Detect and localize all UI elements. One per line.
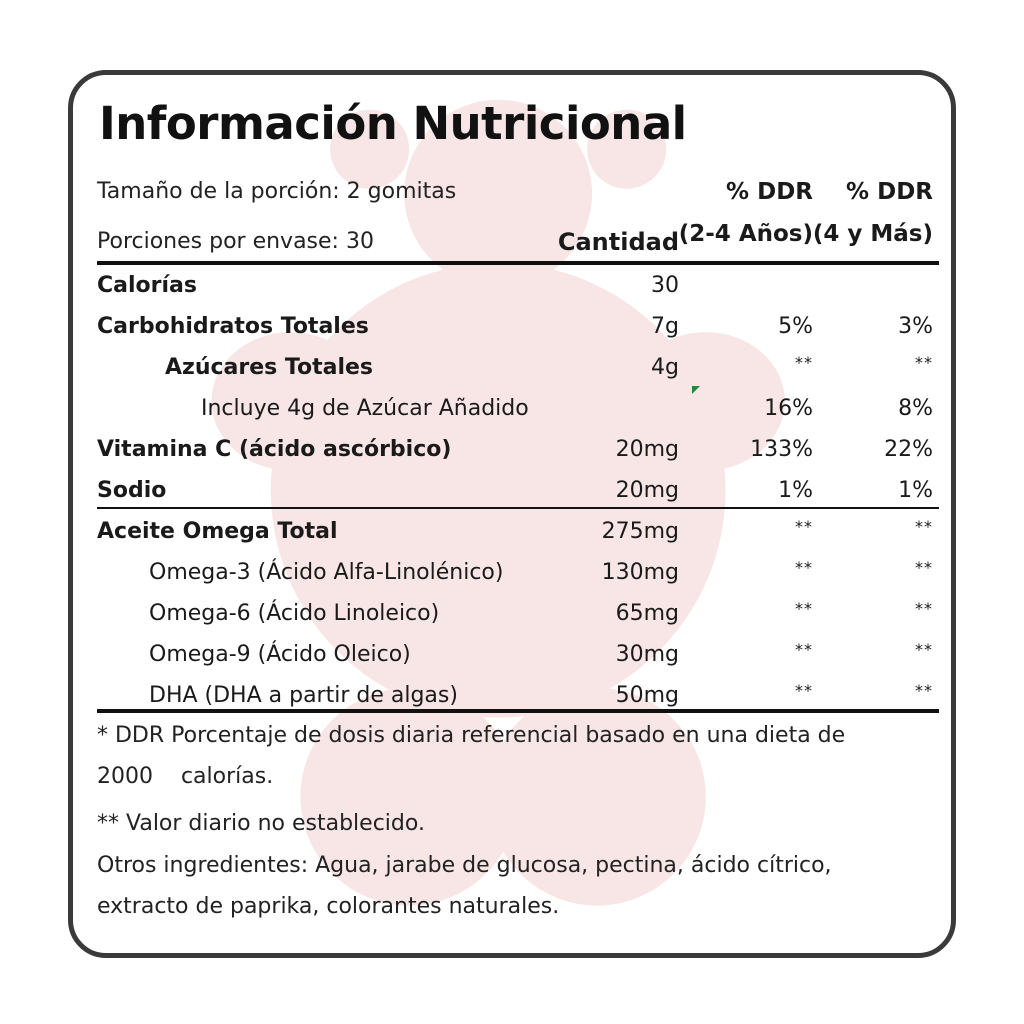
page-title: Información Nutricional	[99, 97, 687, 150]
ddr-adult-value: **	[915, 517, 933, 536]
ddr-adult-header-line2: (4 y Más)	[812, 221, 933, 247]
nutrient-amount: 20mg	[615, 478, 679, 503]
nutrient-name: Azúcares Totales	[165, 355, 374, 380]
nutrient-name: Vitamina C (ácido ascórbico)	[97, 437, 452, 462]
ddr-adult-value: **	[915, 558, 933, 577]
table-row: Aceite Omega Total 275mg ** **	[73, 513, 951, 553]
amount-column-header: Cantidad	[557, 228, 679, 256]
nutrient-name: Aceite Omega Total	[97, 519, 338, 544]
nutrient-amount: 30	[651, 273, 679, 298]
ddr-adult-column-header: % DDR (4 y Más)	[813, 171, 933, 255]
nutrition-facts-panel: Información Nutricional Tamaño de la por…	[68, 70, 956, 958]
serving-size: Tamaño de la porción: 2 gomitas	[97, 179, 457, 204]
ddr-adult-value: 22%	[884, 437, 933, 462]
not-established-footnote: ** Valor diario no establecido.	[97, 811, 425, 836]
table-row: Calorías 30	[73, 267, 951, 307]
ddr-kids-value: **	[795, 681, 813, 700]
ingredients-line2: extracto de paprika, colorantes naturale…	[97, 894, 560, 919]
table-row: Carbohidratos Totales 7g 5% 3%	[73, 308, 951, 348]
nutrient-amount: 7g	[651, 314, 679, 339]
ddr-adult-header-line1: % DDR	[846, 179, 933, 205]
ddr-adult-value: 1%	[898, 478, 933, 503]
nutrient-name: Omega-6 (Ácido Linoleico)	[149, 601, 440, 626]
ddr-adult-value: **	[915, 353, 933, 372]
ddr-kids-value: **	[795, 517, 813, 536]
nutrient-name: Carbohidratos Totales	[97, 314, 369, 339]
table-row: Sodio 20mg 1% 1%	[73, 472, 951, 512]
ddr-kids-value: **	[795, 640, 813, 659]
nutrient-name: DHA (DHA a partir de algas)	[149, 683, 458, 708]
table-row: Vitamina C (ácido ascórbico) 20mg 133% 2…	[73, 431, 951, 471]
nutrient-name: Sodio	[97, 478, 167, 503]
nutrient-amount: 130mg	[601, 560, 679, 585]
nutrient-amount: 20mg	[615, 437, 679, 462]
header-divider	[97, 261, 939, 265]
servings-per-container: Porciones por envase: 30	[97, 229, 374, 254]
ddr-kids-value: **	[795, 353, 813, 372]
nutrient-name: Incluye 4g de Azúcar Añadido	[201, 396, 529, 421]
ddr-adult-value: 3%	[898, 314, 933, 339]
table-row: Incluye 4g de Azúcar Añadido 16% 8%	[73, 390, 951, 430]
table-row: Omega-9 (Ácido Oleico) 30mg ** **	[73, 636, 951, 676]
table-row: Azúcares Totales 4g ** **	[73, 349, 951, 389]
footer-divider	[97, 709, 939, 713]
table-row: DHA (DHA a partir de algas) 50mg ** **	[73, 677, 951, 717]
ddr-kids-value: **	[795, 558, 813, 577]
ddr-kids-value: 1%	[778, 478, 813, 503]
ddr-kids-header-line1: % DDR	[726, 179, 813, 205]
ddr-adult-value: **	[915, 640, 933, 659]
nutrient-name: Omega-3 (Ácido Alfa-Linolénico)	[149, 560, 504, 585]
ddr-kids-value: 133%	[750, 437, 813, 462]
nutrient-amount: 30mg	[615, 642, 679, 667]
section-divider	[97, 507, 939, 509]
ddr-adult-value: 8%	[898, 396, 933, 421]
nutrient-amount: 4g	[651, 355, 679, 380]
ddr-adult-value: **	[915, 681, 933, 700]
ingredients-line1: Otros ingredientes: Agua, jarabe de gluc…	[97, 853, 832, 878]
table-row: Omega-6 (Ácido Linoleico) 65mg ** **	[73, 595, 951, 635]
nutrient-amount: 65mg	[615, 601, 679, 626]
nutrient-name: Omega-9 (Ácido Oleico)	[149, 642, 411, 667]
ddr-kids-value: 16%	[764, 396, 813, 421]
nutrient-amount: 275mg	[601, 519, 679, 544]
ddr-kids-column-header: % DDR (2-4 Años)	[679, 171, 813, 255]
nutrient-amount: 50mg	[615, 683, 679, 708]
ddr-adult-value: **	[915, 599, 933, 618]
ddr-kids-value: 5%	[778, 314, 813, 339]
ddr-kids-value: **	[795, 599, 813, 618]
ddr-footnote-line1: * DDR Porcentaje de dosis diaria referen…	[97, 723, 846, 748]
table-row: Omega-3 (Ácido Alfa-Linolénico) 130mg **…	[73, 554, 951, 594]
ddr-footnote-line2: 2000 calorías.	[97, 764, 274, 789]
nutrient-name: Calorías	[97, 273, 197, 298]
ddr-kids-header-line2: (2-4 Años)	[678, 221, 813, 247]
cell-comment-marker	[692, 386, 700, 394]
